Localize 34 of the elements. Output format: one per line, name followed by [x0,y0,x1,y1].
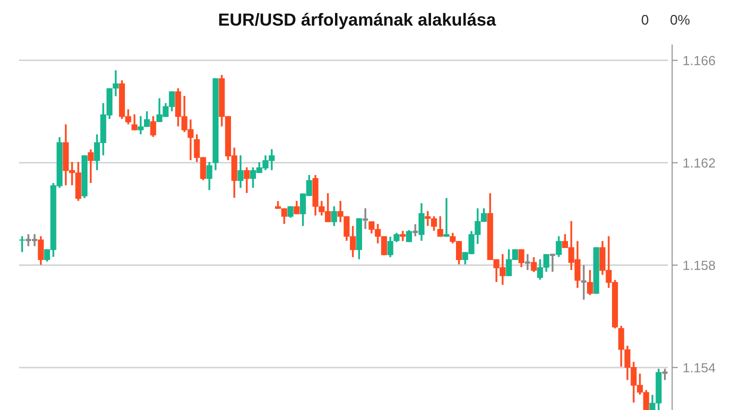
text: 0% [670,14,690,25]
candlestick [406,229,412,243]
candlestick [444,197,450,238]
candlestick [530,256,537,273]
candlestick [412,223,420,238]
candlestick [556,235,562,258]
candlestick [88,148,94,184]
candlestick [294,200,300,216]
y-tick-label: 1.154 [684,363,716,372]
candlestick [394,232,400,243]
candlestick [587,269,593,296]
candlestick [331,205,338,227]
candlestick [38,235,44,266]
y-tick-label: 1.158 [684,260,716,270]
candlestick [518,248,524,268]
candlestick [131,113,138,132]
candlestick [437,215,444,238]
candlestick [244,166,250,194]
candlestick [19,235,26,253]
chart-title: EUR/USD árfolyamának alakulása [219,12,496,30]
candlestick [418,202,424,242]
y-tick-label: 1.166 [684,56,716,66]
candlestick [387,236,394,258]
candlestick [548,253,556,273]
candlestick [112,69,119,98]
candlestick [661,368,668,381]
candlestick [362,207,370,230]
candlestick [524,253,532,271]
candlestick [206,161,212,192]
text: 0 [642,14,648,25]
y-tick-label: 1.162 [684,158,715,168]
candlestick [150,115,156,138]
candlestick [400,230,406,242]
candlestick [238,154,244,189]
